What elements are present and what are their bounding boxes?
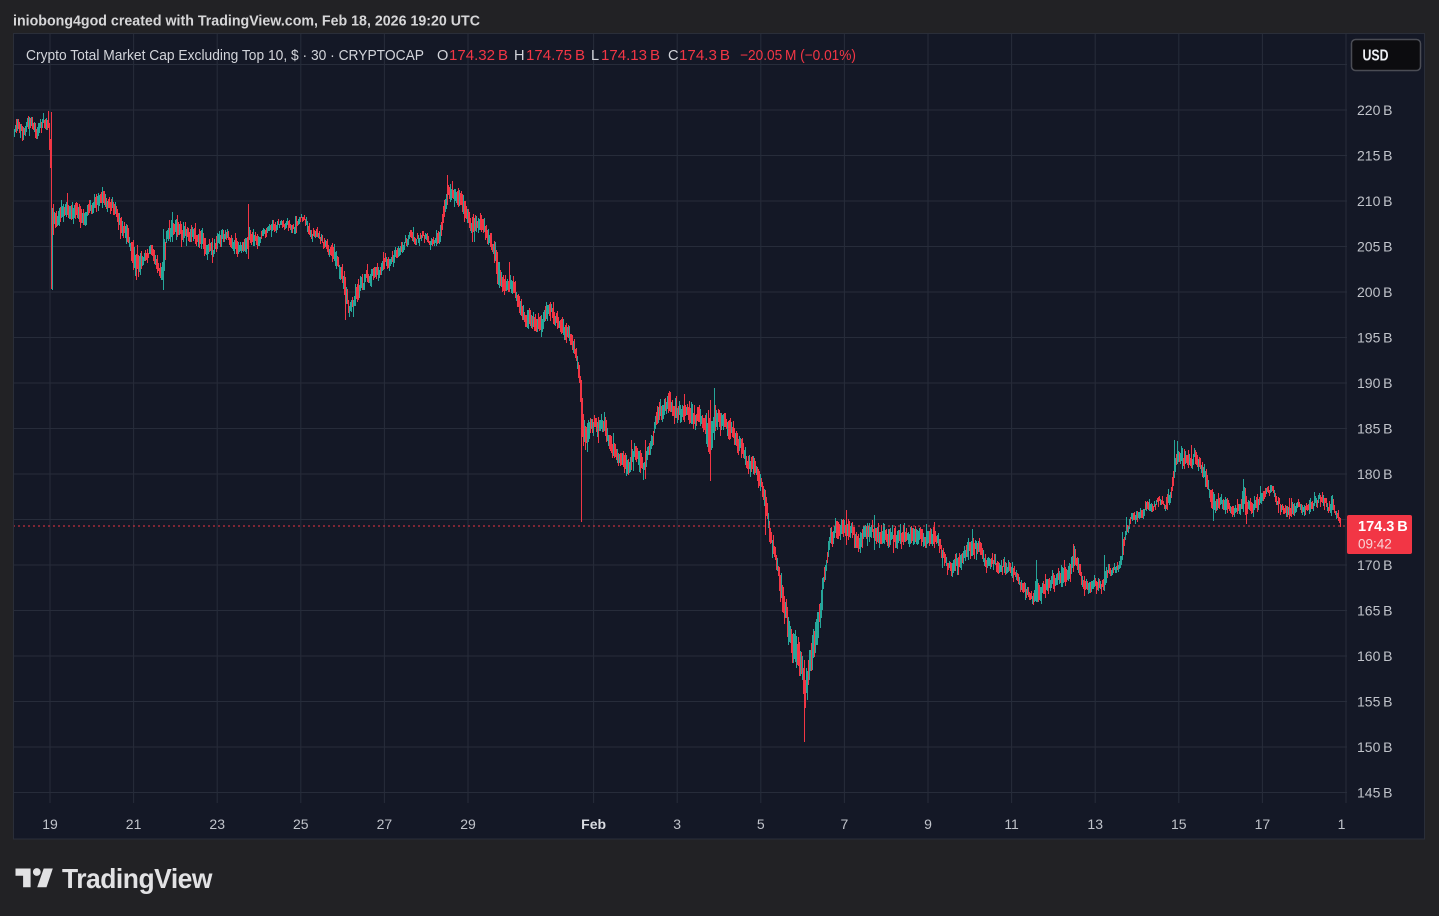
svg-text:23: 23 xyxy=(209,816,225,832)
svg-text:155 B: 155 B xyxy=(1357,694,1393,710)
svg-text:150 B: 150 B xyxy=(1357,739,1393,755)
svg-text:19: 19 xyxy=(42,816,58,832)
svg-text:185 B: 185 B xyxy=(1357,421,1393,437)
svg-text:17: 17 xyxy=(1255,816,1271,832)
svg-text:220 B: 220 B xyxy=(1357,102,1393,118)
svg-text:170 B: 170 B xyxy=(1357,557,1393,573)
svg-text:9: 9 xyxy=(924,816,932,832)
svg-text:Feb: Feb xyxy=(581,816,606,832)
svg-text:210 B: 210 B xyxy=(1357,193,1393,209)
svg-text:195 B: 195 B xyxy=(1357,330,1393,346)
svg-text:Crypto Total Market Cap Exclud: Crypto Total Market Cap Excluding Top 10… xyxy=(26,48,856,64)
svg-text:USD: USD xyxy=(1363,48,1389,65)
svg-text:190 B: 190 B xyxy=(1357,375,1393,391)
svg-text:180 B: 180 B xyxy=(1357,466,1393,482)
svg-text:11: 11 xyxy=(1004,816,1019,832)
svg-text:15: 15 xyxy=(1171,816,1187,832)
svg-text:160 B: 160 B xyxy=(1357,648,1393,664)
svg-text:200 B: 200 B xyxy=(1357,284,1393,300)
svg-text:29: 29 xyxy=(460,816,476,832)
svg-text:145 B: 145 B xyxy=(1357,785,1393,801)
svg-text:7: 7 xyxy=(841,816,849,832)
svg-text:21: 21 xyxy=(126,816,142,832)
svg-text:165 B: 165 B xyxy=(1357,603,1393,619)
svg-text:3: 3 xyxy=(673,816,681,832)
svg-text:13: 13 xyxy=(1087,816,1103,832)
svg-text:215 B: 215 B xyxy=(1357,148,1393,164)
svg-text:iniobong4god created with Trad: iniobong4god created with TradingView.co… xyxy=(13,14,480,30)
svg-text:27: 27 xyxy=(377,816,393,832)
svg-text:1: 1 xyxy=(1338,816,1346,832)
svg-text:174.3 B: 174.3 B xyxy=(1358,519,1408,535)
svg-text:TradingView: TradingView xyxy=(62,863,213,894)
svg-text:205 B: 205 B xyxy=(1357,239,1393,255)
svg-text:09:42: 09:42 xyxy=(1358,537,1392,552)
svg-text:25: 25 xyxy=(293,816,309,832)
svg-text:5: 5 xyxy=(757,816,765,832)
